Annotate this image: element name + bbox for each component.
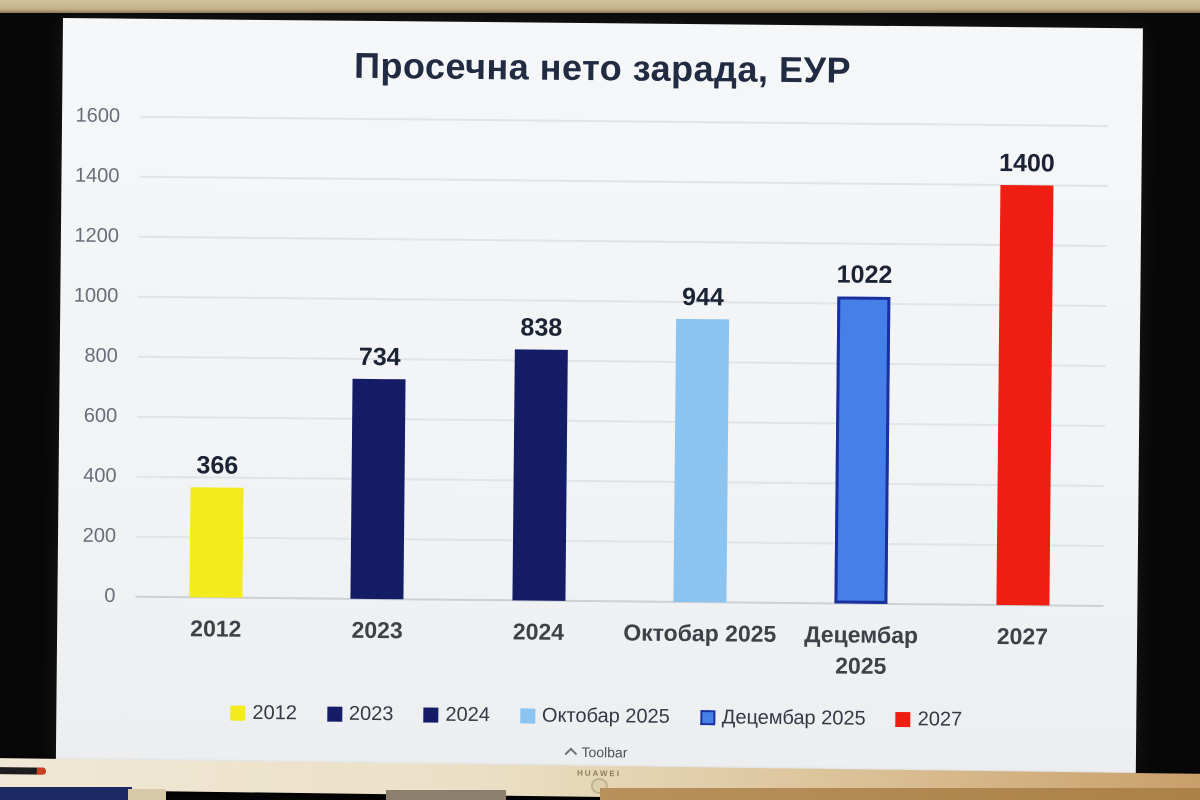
bar-value-label: 838 [520,313,563,342]
brand-logo: HUAWEI [576,768,622,779]
collapse-caret-icon [564,746,577,760]
x-axis-label: Октобар 2025 [623,619,777,647]
bar-value-label: 734 [358,342,401,372]
legend-label: 2012 [252,701,298,725]
x-axis-label: Децембар 2025 [804,621,919,679]
x-axis-label: 2012 [190,615,242,642]
y-tick-label: 600 [83,404,118,428]
legend-label: 2023 [348,702,394,726]
legend-item: 2023 [326,702,394,727]
x-axis-label: 2027 [996,622,1049,650]
background-floor [600,788,1200,800]
bar-Децембар 2025 [834,296,891,604]
toolbar-label: Toolbar [581,744,628,761]
legend-label: Децембар 2025 [721,706,866,730]
legend-item: 2024 [423,704,490,728]
display-screen: Просечна нето зарада, ЕУР 0 200 400 600 800 1… [55,18,1143,774]
background-left-patch [0,787,132,800]
legend-label: Октобар 2025 [541,704,670,728]
legend-swatch-icon [230,705,246,721]
legend-swatch-icon [326,706,343,722]
stand-foot [386,790,506,800]
chart-title: Просечна нето зарада, ЕУР [353,44,852,91]
x-axis-label: 2024 [512,618,565,645]
bar-slot: 1400 [942,124,1108,606]
legend-swatch-icon [699,710,715,726]
y-tick-label: 1000 [73,284,119,308]
y-tick-label: 1200 [74,224,120,248]
chart-legend: 2012 2023 2024 Октобар 2025 Децембар 2025 202… [56,700,1136,733]
bar-value-label: 1022 [836,260,893,290]
bar-2023 [350,378,407,600]
legend-item: 2012 [230,702,297,726]
stand-leg [128,789,166,800]
y-tick-label: 400 [83,464,117,488]
x-axis-label: 2023 [351,616,403,644]
plot-area: 366 734 838 944 1022 1400 [135,115,1109,608]
marker-pen-tip [36,767,46,775]
legend-item: 2027 [895,708,963,732]
y-tick-label: 200 [82,524,117,548]
marker-pen [0,767,46,775]
legend-label: 2027 [917,708,963,731]
legend-label: 2024 [445,703,491,727]
chart-slide: Просечна нето зарада, ЕУР 0 200 400 600 800 1… [56,18,1143,773]
bar-Октобар 2025 [673,318,730,603]
y-tick-label: 1600 [75,104,121,128]
bar-slot: 944 [619,121,785,603]
y-tick-label: 1400 [74,164,120,188]
bar-value-label: 1400 [999,148,1055,178]
bars-container: 366 734 838 944 1022 1400 [135,117,1108,606]
bar-slot: 838 [458,120,624,602]
bar-slot: 734 [297,118,463,600]
bar-value-label: 366 [196,451,239,480]
bar-2024 [512,348,568,601]
legend-item: Децембар 2025 [699,706,866,731]
x-axis-labels: 2012 2023 2024 Октобар 2025 Децембар 2025 202… [135,613,1104,684]
bar-2027 [996,185,1054,606]
y-axis: 0 200 400 600 800 1000 1200 1400 1600 [57,105,130,607]
y-tick-label: 800 [84,344,118,368]
bar-slot: 366 [135,117,301,599]
y-tick-label: 0 [104,584,116,608]
legend-swatch-icon [895,712,911,728]
top-frame-strip [0,0,1200,13]
bar-chart: 0 200 400 600 800 1000 1200 1400 1600 366 734 838 9… [57,105,1142,608]
bar-slot: 1022 [781,123,947,605]
legend-swatch-icon [519,708,536,724]
legend-item: Октобар 2025 [519,704,670,729]
bar-2012 [189,487,244,598]
legend-swatch-icon [423,707,439,723]
bar-value-label: 944 [681,282,724,312]
